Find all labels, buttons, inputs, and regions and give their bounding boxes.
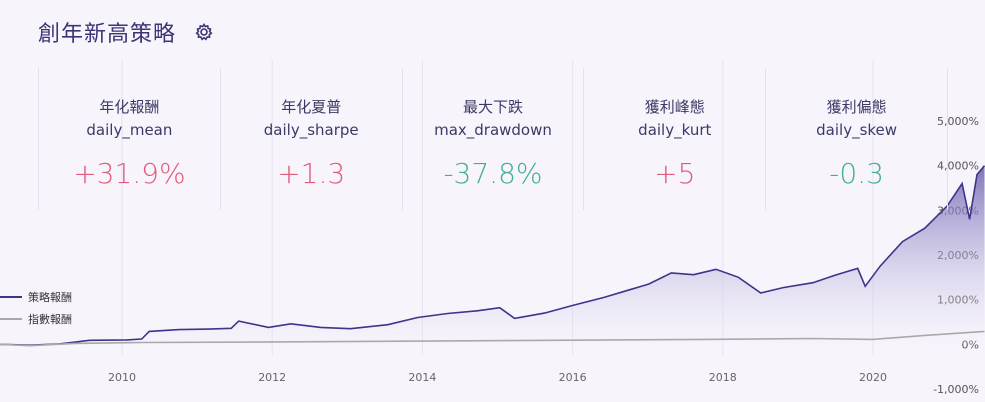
gear-icon[interactable] (194, 22, 214, 42)
y-tick-label: -1,000% (933, 383, 979, 396)
metric-key: daily_skew (816, 121, 898, 139)
x-tick-label: 2012 (258, 371, 286, 384)
x-tick-label: 2010 (108, 371, 136, 384)
metric-max-drawdown: 最大下跌 max_drawdown -37.8% (401, 68, 584, 210)
metric-value: +5 (654, 157, 696, 190)
legend-item-index[interactable]: 指數報酬 (0, 308, 72, 330)
metric-key: max_drawdown (434, 121, 552, 139)
legend-swatch-index (0, 318, 22, 320)
legend-label: 策略報酬 (28, 291, 72, 304)
x-tick-label: 2014 (408, 371, 436, 384)
metric-label: 最大下跌 (462, 98, 523, 116)
x-tick-label: 2018 (709, 371, 737, 384)
metric-key: daily_sharpe (263, 121, 359, 139)
x-tick-label: 2020 (859, 371, 887, 384)
metric-key: daily_kurt (638, 121, 712, 139)
metrics-panel: 年化報酬 daily_mean +31.9% 年化夏普 daily_sharpe… (38, 68, 948, 210)
legend-item-strategy[interactable]: 策略報酬 (0, 286, 72, 308)
metric-value: +1.3 (277, 157, 346, 190)
legend-label: 指數報酬 (28, 313, 72, 326)
title-row: 創年新高策略 (38, 14, 214, 50)
x-tick-label: 2016 (559, 371, 587, 384)
metric-daily-mean: 年化報酬 daily_mean +31.9% (38, 68, 220, 210)
metric-value: +31.9% (73, 157, 186, 190)
metric-label: 年化夏普 (281, 98, 342, 116)
metric-value: -0.3 (829, 157, 884, 190)
metric-value: -37.8% (443, 157, 543, 190)
metric-daily-kurt: 獲利峰態 daily_kurt +5 (583, 68, 765, 210)
page-title: 創年新高策略 (38, 22, 177, 47)
metric-daily-skew: 獲利偏態 daily_skew -0.3 (765, 68, 948, 210)
metric-daily-sharpe: 年化夏普 daily_sharpe +1.3 (219, 68, 402, 210)
chart-legend: 策略報酬 指數報酬 (0, 286, 72, 330)
metric-label: 獲利峰態 (644, 98, 705, 116)
legend-swatch-strategy (0, 296, 22, 298)
strategy-area (0, 165, 985, 346)
metric-label: 獲利偏態 (826, 98, 887, 116)
series-line-strategy (0, 165, 985, 347)
metric-key: daily_mean (86, 121, 173, 139)
series-line-index (0, 330, 985, 347)
metric-label: 年化報酬 (99, 98, 160, 116)
